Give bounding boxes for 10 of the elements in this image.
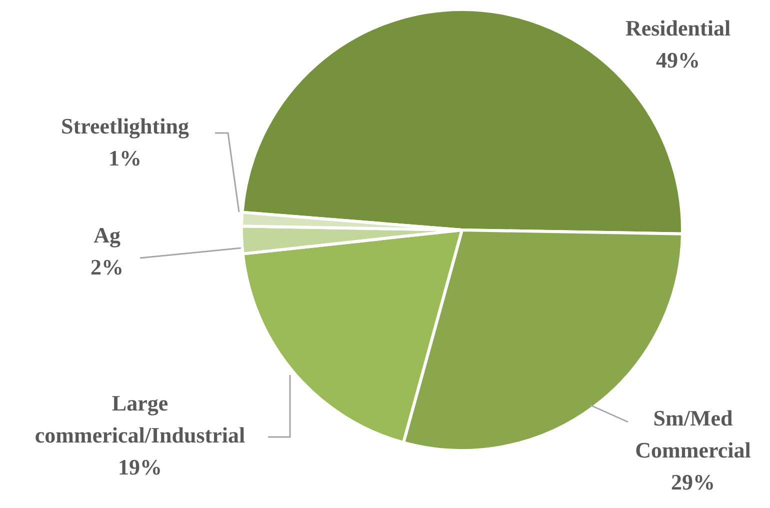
data-label: 19%: [118, 454, 162, 480]
data-label: 49%: [656, 48, 700, 73]
data-label: 2%: [90, 254, 124, 280]
data-label: 1%: [108, 146, 142, 171]
slice-label: Ag: [94, 222, 120, 248]
slice-label: Sm/Med Commercial: [635, 406, 751, 463]
slice-label: Streetlighting: [61, 114, 189, 139]
slice-label: Large commerical/Industrial: [34, 390, 246, 448]
data-label: 29%: [671, 470, 715, 495]
slice-label: Residential: [625, 16, 731, 41]
